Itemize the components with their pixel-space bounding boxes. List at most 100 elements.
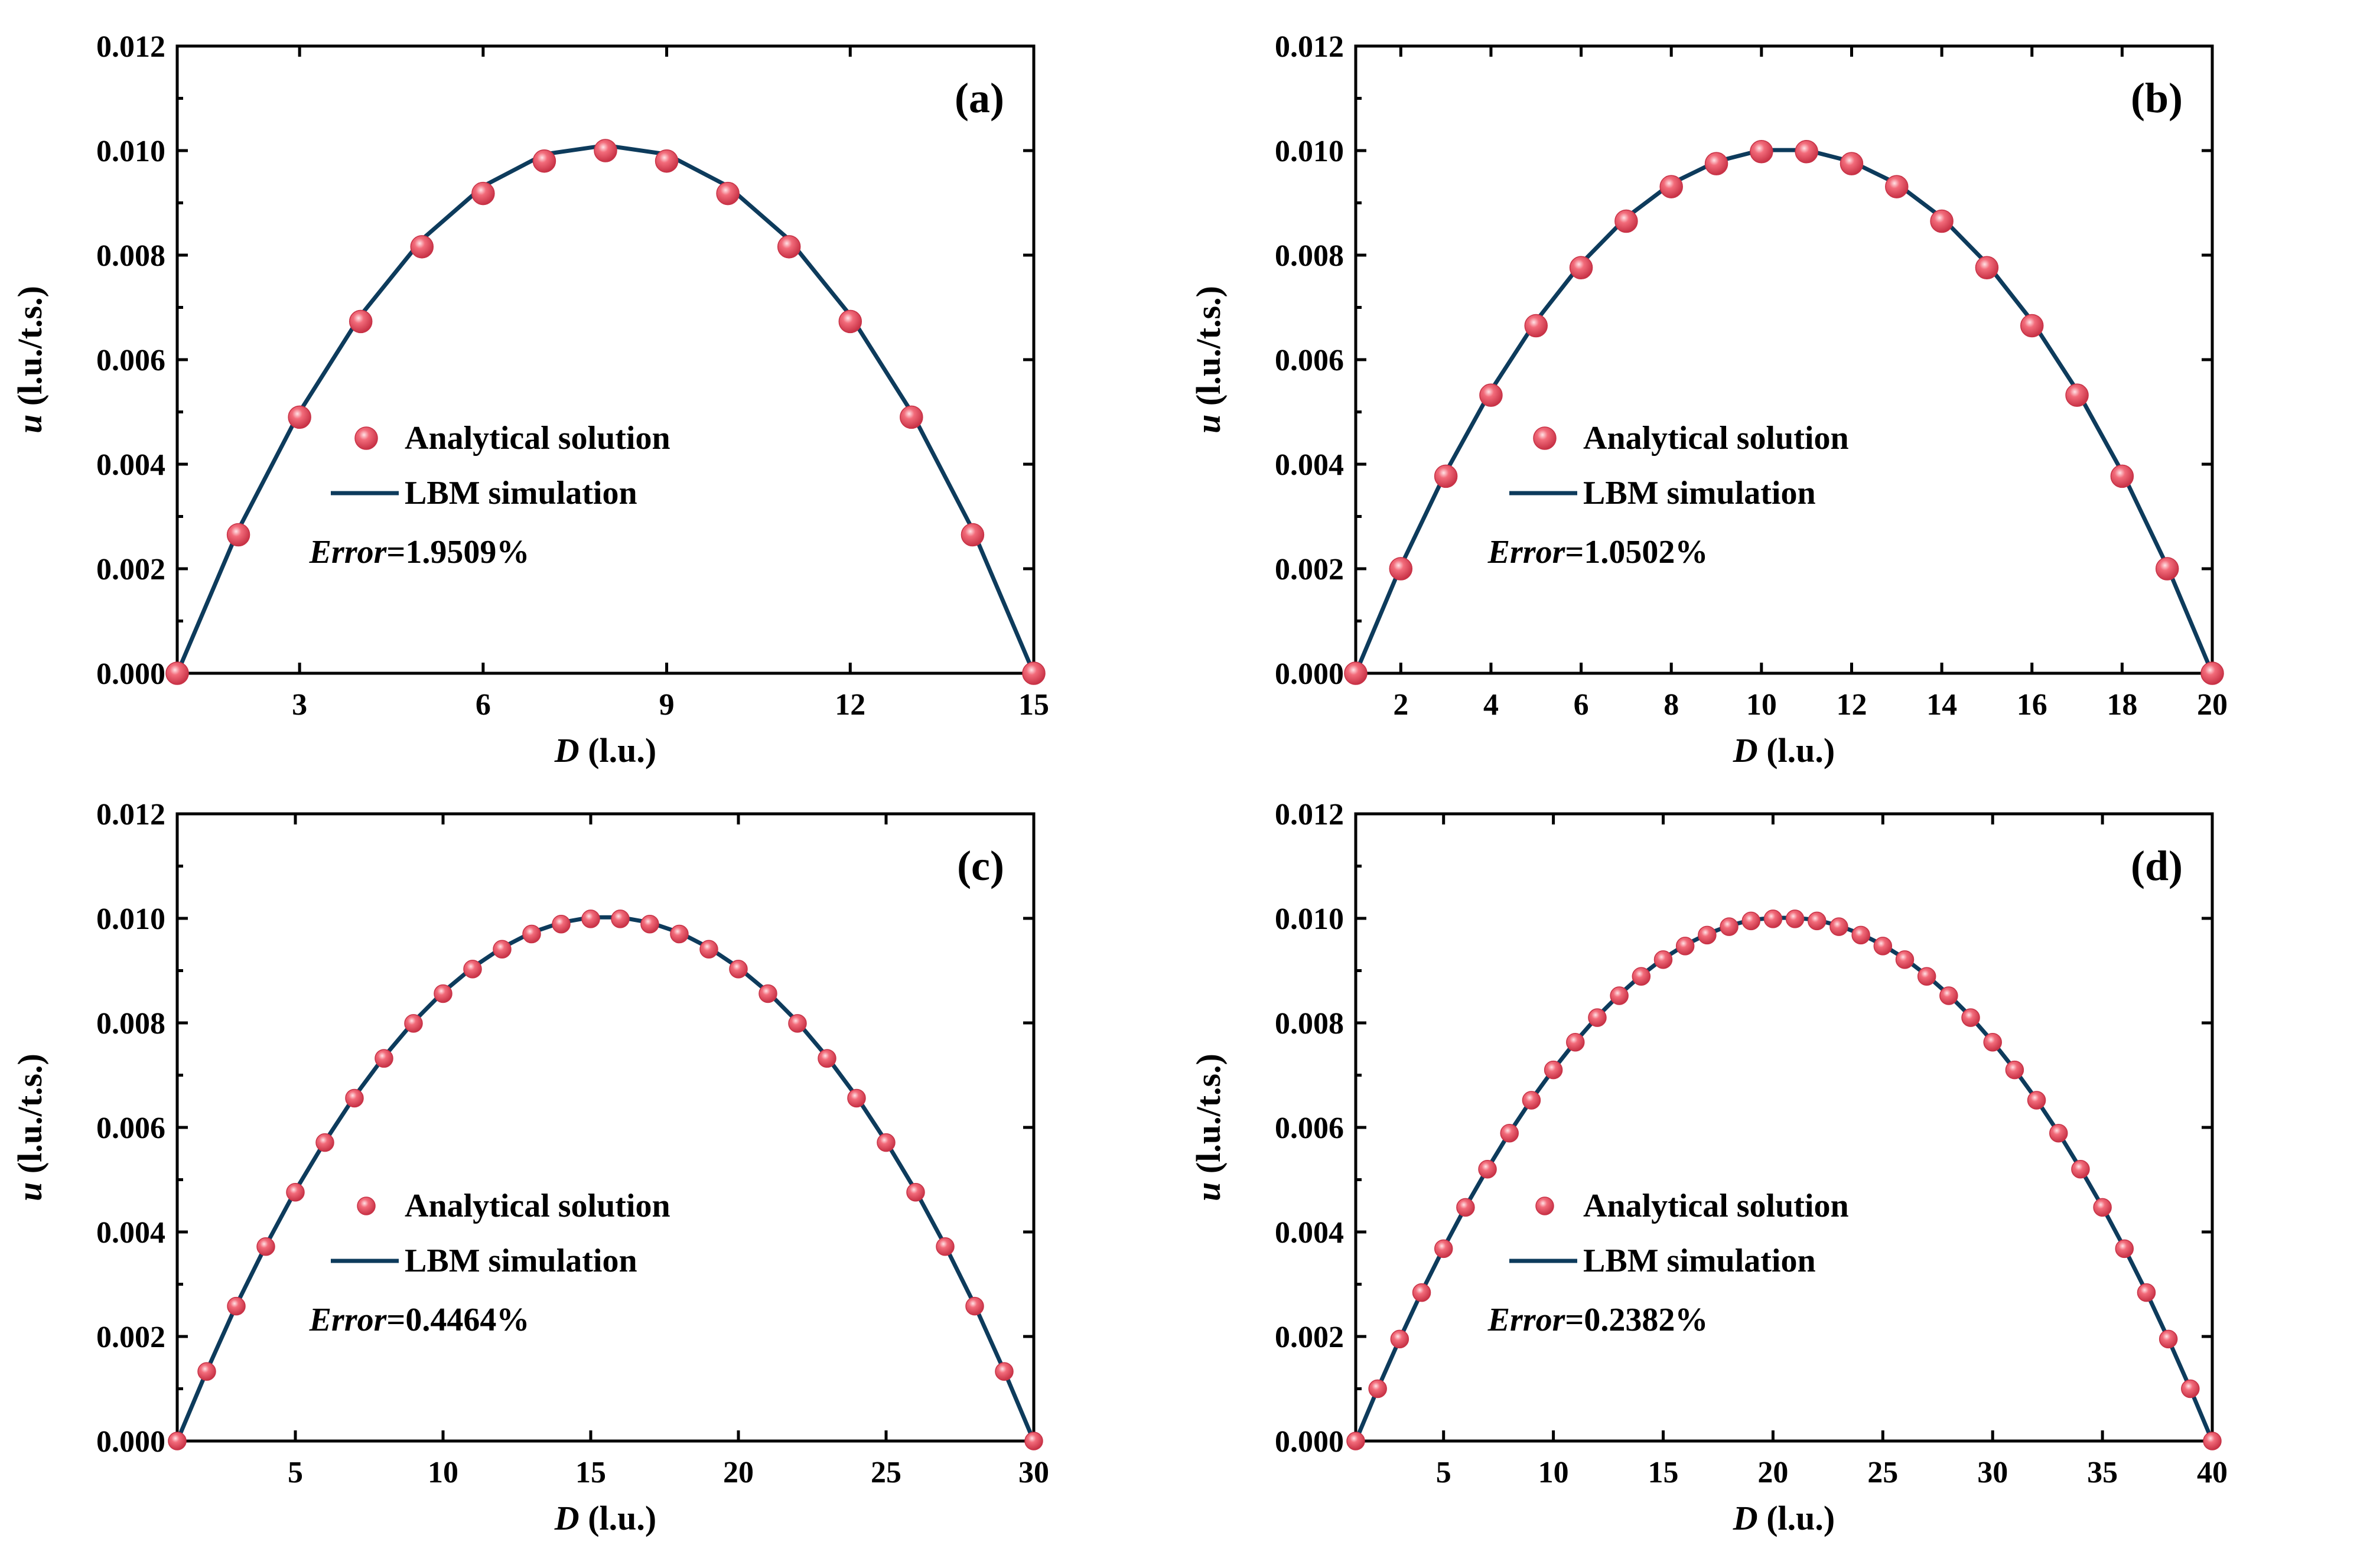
analytical-point	[1022, 661, 1046, 685]
y-axis-title: u (l.u./t.s.)	[1189, 286, 1228, 433]
y-tick-label: 0.008	[96, 1007, 165, 1041]
x-tick-label: 12	[1836, 688, 1867, 722]
analytical-point	[288, 405, 311, 429]
x-tick-label: 4	[1483, 688, 1499, 722]
y-axis-symbol: u	[1189, 415, 1228, 433]
analytical-point	[1544, 1060, 1563, 1080]
y-tick-label: 0.012	[96, 798, 165, 832]
analytical-point	[1930, 209, 1954, 233]
analytical-point	[655, 149, 679, 173]
analytical-point	[1795, 140, 1818, 164]
analytical-point	[818, 1049, 836, 1068]
x-axis-unit: (l.u.)	[580, 1499, 657, 1537]
analytical-point	[1741, 911, 1760, 931]
analytical-point	[1785, 909, 1805, 928]
analytical-point	[2115, 1239, 2134, 1259]
y-axis-symbol: u	[11, 1182, 49, 1201]
analytical-point	[2020, 314, 2044, 338]
x-tick-label: 14	[1926, 688, 1957, 722]
analytical-point	[2110, 464, 2134, 488]
analytical-point	[640, 914, 659, 934]
legend-label-lbm: LBM simulation	[1583, 1243, 1816, 1279]
analytical-point	[552, 914, 571, 934]
y-axis-title: u (l.u./t.s.)	[11, 286, 49, 433]
analytical-point	[1368, 1379, 1387, 1399]
panel-label: (b)	[2131, 74, 2183, 122]
analytical-point	[777, 235, 801, 259]
analytical-point	[315, 1133, 334, 1152]
analytical-point	[227, 1296, 246, 1316]
x-axis-unit: (l.u.)	[1758, 731, 1835, 770]
analytical-point	[716, 181, 740, 206]
x-tick-label: 10	[1746, 688, 1777, 722]
x-tick-label: 15	[1648, 1456, 1679, 1489]
analytical-point	[1975, 256, 1999, 279]
analytical-point	[1522, 1091, 1541, 1110]
analytical-point	[1873, 937, 1893, 956]
x-tick-label: 20	[1757, 1456, 1788, 1489]
analytical-point	[463, 960, 482, 979]
analytical-point	[1704, 152, 1728, 175]
analytical-point	[2027, 1091, 2046, 1110]
error-value: =0.2382%	[1565, 1302, 1708, 1338]
x-axis-unit: (l.u.)	[1758, 1499, 1835, 1537]
y-tick-label: 0.006	[96, 1111, 165, 1145]
x-tick-label: 10	[1538, 1456, 1569, 1489]
analytical-point	[434, 984, 452, 1003]
x-axis-title: D (l.u.)	[554, 1499, 656, 1537]
x-axis-title: D (l.u.)	[554, 731, 656, 770]
analytical-point	[838, 309, 862, 334]
analytical-point	[2093, 1198, 2112, 1217]
y-axis-title: u (l.u./t.s.)	[1189, 1054, 1228, 1201]
legend-marker-analytical	[1535, 1197, 1554, 1215]
x-tick-label: 12	[835, 688, 865, 722]
legend-marker-analytical	[357, 1197, 376, 1215]
chart-panel-b: 0.000 0.002 0.004 0.006 0.008 0.010 0.012 2 4 6 8 1…	[1178, 0, 2357, 770]
analytical-point	[532, 149, 556, 173]
chart-d-svg: 0.000 0.002 0.004 0.006 0.008 0.010 0.012 5 10 15…	[1189, 798, 2228, 1537]
analytical-point	[493, 940, 512, 959]
panel-label: (a)	[955, 74, 1004, 122]
x-tick-label: 5	[288, 1456, 303, 1489]
legend-marker-analytical	[354, 426, 378, 450]
y-tick-label: 0.002	[1275, 553, 1344, 586]
analytical-point	[2200, 661, 2224, 685]
x-axis-title: D (l.u.)	[1733, 1499, 1835, 1537]
plot-frame	[175, 812, 1036, 1443]
y-tick-label: 0.008	[1275, 239, 1344, 273]
x-tick-label: 6	[1574, 688, 1589, 722]
analytical-point	[936, 1237, 955, 1256]
analytical-point	[1763, 909, 1783, 928]
x-tick-label: 5	[1436, 1456, 1451, 1489]
analytical-point	[2005, 1060, 2024, 1080]
analytical-point	[758, 984, 777, 1003]
y-axis-title: u (l.u./t.s.)	[11, 1054, 49, 1201]
legend-label-analytical: Analytical solution	[1583, 420, 1849, 457]
analytical-point	[1500, 1123, 1519, 1143]
analytical-point	[1524, 314, 1548, 338]
chart-c-svg: 0.000 0.002 0.004 0.006 0.008 0.010 0.012 5 10 15…	[11, 798, 1049, 1537]
analytical-point	[906, 1182, 925, 1202]
y-tick-label: 0.008	[96, 239, 165, 273]
x-axis-symbol: D	[1733, 1499, 1758, 1537]
y-tick-label: 0.010	[1275, 902, 1344, 936]
analytical-point	[1653, 950, 1673, 969]
analytical-point	[410, 235, 434, 259]
analytical-point	[847, 1088, 866, 1108]
series-lbm-line	[1353, 915, 2215, 1442]
y-tick-label: 0.012	[96, 30, 165, 64]
analytical-point	[1412, 1283, 1431, 1302]
analytical-point	[961, 523, 985, 547]
legend-label-analytical: Analytical solution	[405, 1188, 670, 1224]
analytical-point	[2137, 1283, 2156, 1302]
y-tick-label: 0.000	[96, 657, 165, 691]
analytical-point	[349, 309, 373, 334]
y-tick-label: 0.006	[1275, 1111, 1344, 1145]
x-axis-symbol: D	[1733, 731, 1758, 770]
chart-a-svg: 0.000 0.002 0.004 0.006 0.008 0.010 0.012 3 6 9 12…	[11, 30, 1049, 770]
series-lbm-line	[175, 915, 1036, 1442]
analytical-point	[1434, 1239, 1453, 1259]
panel-label: (c)	[957, 842, 1004, 889]
y-tick-label: 0.012	[1275, 30, 1344, 64]
analytical-point	[2203, 1432, 2222, 1450]
